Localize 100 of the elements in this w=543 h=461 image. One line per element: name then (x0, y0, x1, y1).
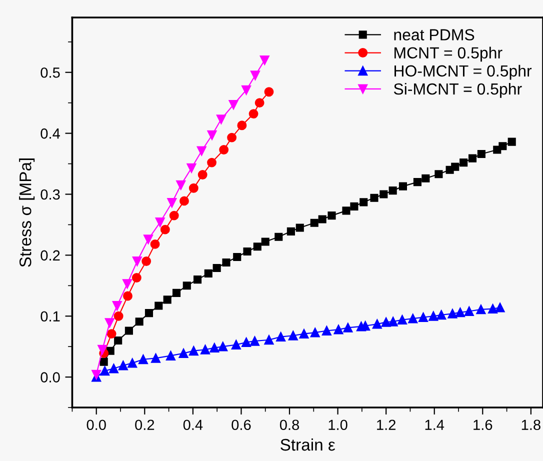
point (109, 364, 118, 374)
point (264, 87, 274, 97)
point (142, 256, 152, 266)
point (204, 269, 212, 278)
point (296, 224, 304, 232)
point (248, 109, 258, 119)
x-tick-label: 0.8 (280, 420, 300, 430)
point (166, 351, 176, 360)
point (212, 264, 221, 272)
point (343, 322, 353, 332)
point (460, 158, 468, 167)
point (310, 328, 320, 338)
point (228, 100, 238, 110)
x-tick-label: 0.6 (232, 420, 251, 430)
point (233, 252, 242, 262)
point (464, 306, 474, 316)
point (182, 282, 191, 290)
point (350, 202, 358, 210)
point (160, 224, 170, 234)
point (114, 311, 124, 321)
point (455, 308, 465, 318)
point (498, 142, 507, 150)
point (216, 114, 226, 124)
point (310, 218, 318, 227)
point (451, 162, 460, 171)
x-tick-label: 1.0 (328, 420, 348, 430)
y-tick-label: 0.1 (40, 311, 60, 322)
point (124, 326, 133, 335)
point (334, 324, 344, 334)
point (122, 279, 132, 289)
x-tick-label: 0.0 (86, 420, 106, 430)
legend-label: neat PDMS (394, 29, 474, 40)
point (477, 150, 486, 158)
point (398, 315, 407, 324)
point (261, 238, 270, 246)
point (144, 234, 153, 244)
point (193, 276, 202, 284)
legend-label: MCNT = 0.5phr (394, 46, 502, 62)
point (413, 178, 422, 186)
point (188, 346, 198, 356)
point (408, 314, 418, 324)
point (274, 232, 283, 241)
point (188, 183, 198, 193)
x-tick-label: 1.8 (522, 420, 540, 430)
point (264, 335, 274, 345)
point (370, 194, 378, 202)
point (222, 258, 230, 267)
legend-label: Si-MCNT = 0.5phr (394, 82, 522, 98)
point (132, 256, 142, 266)
point (231, 340, 241, 350)
point (380, 190, 388, 198)
point (114, 336, 122, 345)
point (398, 182, 407, 190)
point (207, 130, 217, 140)
point (154, 302, 163, 310)
x-axis-title: Strain ε (280, 438, 336, 451)
point (250, 336, 260, 346)
point (112, 301, 122, 310)
point (150, 239, 160, 249)
point (360, 198, 368, 206)
point (328, 212, 336, 220)
x-tick-label: 0.2 (135, 420, 154, 430)
point (167, 198, 177, 208)
point (163, 296, 172, 304)
point (237, 120, 247, 130)
point (98, 344, 108, 354)
point (243, 247, 252, 256)
y-tick-label: 0.3 (40, 189, 60, 200)
point (381, 317, 391, 327)
point (198, 170, 208, 180)
point (299, 329, 309, 339)
point (260, 55, 270, 65)
x-tick-label: 1.2 (377, 420, 396, 430)
point (138, 354, 148, 364)
point (388, 316, 398, 326)
point (178, 348, 188, 358)
point (476, 304, 486, 314)
point (144, 309, 154, 318)
point (448, 308, 458, 318)
point (418, 312, 428, 322)
point (151, 353, 160, 363)
point (118, 360, 128, 370)
point (180, 196, 189, 206)
point (200, 344, 210, 354)
point (218, 342, 228, 352)
point (100, 358, 108, 366)
point (123, 291, 132, 301)
point (488, 304, 498, 314)
point (372, 319, 382, 329)
point (100, 366, 110, 376)
y-tick-label: 0.0 (40, 372, 60, 382)
point (388, 186, 397, 195)
y-axis-title: Stress σ [MPa] (19, 158, 35, 267)
point (106, 329, 116, 339)
point (92, 370, 102, 380)
point (436, 310, 446, 320)
point (132, 273, 142, 282)
point (276, 332, 286, 342)
point (286, 227, 295, 236)
point (318, 215, 326, 224)
